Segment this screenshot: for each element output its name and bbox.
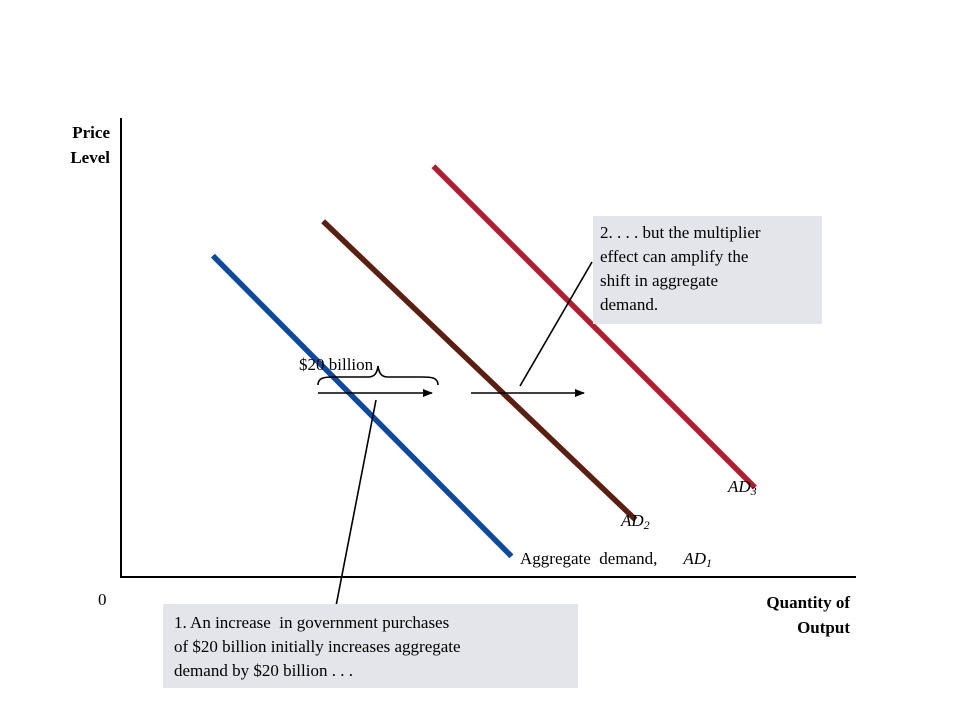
y-axis-label: Price Level — [70, 123, 110, 167]
origin-label: 0 — [98, 590, 107, 609]
note1-line-1: 1. An increase in government purchases — [174, 613, 450, 632]
x-axis-label: Quantity of Output — [766, 593, 850, 637]
curve-label-ad2: AD2 — [621, 511, 650, 532]
callout-pointer-note1 — [335, 399, 377, 607]
curve-ad3 — [431, 164, 757, 490]
note2-line-3: shift in aggregate — [600, 271, 719, 290]
callout-note2: 2. . . . but the multiplier effect can a… — [593, 216, 822, 324]
note1-line-3: demand by $20 billion . . . — [174, 661, 353, 680]
curve-ad1 — [210, 253, 514, 559]
note1-line-2: of $20 billion initially increases aggre… — [174, 637, 461, 656]
curve-ad2 — [321, 219, 638, 522]
note2-line-4: demand. — [600, 295, 659, 314]
bracket-brace — [317, 365, 439, 386]
callout-note1: 1. An increase in government purchases o… — [163, 604, 578, 688]
note2-line-1: 2. . . . but the multiplier — [600, 223, 761, 242]
note2-line-2: effect can amplify the — [600, 247, 749, 266]
curve-label-ad3: AD3 — [728, 477, 757, 498]
callout-pointer-note2 — [519, 261, 593, 387]
curve-label-ad1: Aggregate demand, AD1 — [520, 549, 713, 570]
bracket-label: $20 billion — [299, 355, 374, 374]
